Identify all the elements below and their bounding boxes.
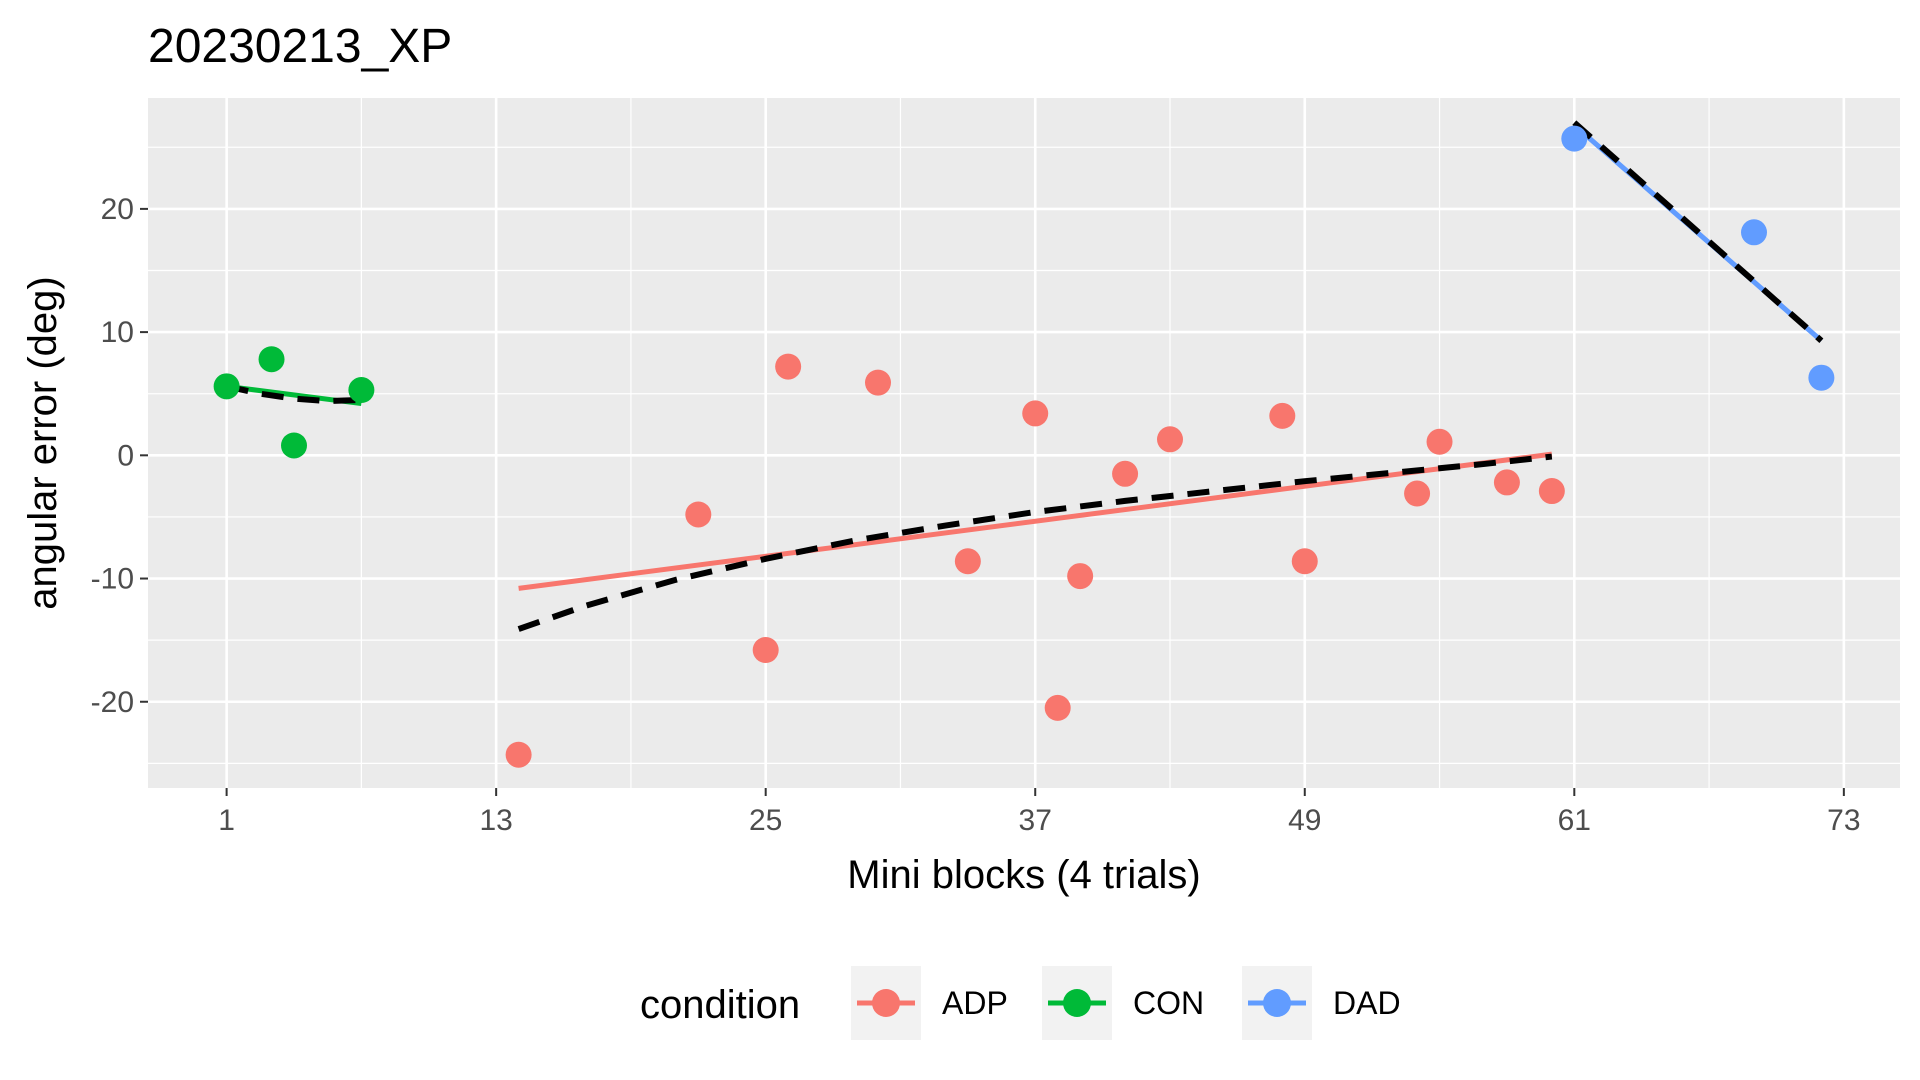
y-tick-label: 10 [101, 316, 134, 349]
point-adp [1291, 548, 1318, 575]
y-tick-label: -10 [91, 563, 134, 596]
point-dad [1561, 125, 1588, 152]
point-adp [1044, 694, 1071, 721]
dashed-fit-adp [517, 453, 1553, 632]
x-tick-label: 13 [479, 804, 512, 837]
dashed-fit-con [225, 383, 362, 405]
point-adp [1493, 469, 1520, 496]
y-tick-label: -20 [91, 686, 134, 719]
x-tick-label: 61 [1558, 804, 1591, 837]
grid-major [148, 98, 1900, 788]
data-points [213, 125, 1835, 768]
legend-point-con [1063, 989, 1091, 1017]
x-tick-label: 73 [1827, 804, 1860, 837]
legend-label-con: CON [1133, 985, 1204, 1021]
x-axis: 1 13 25 37 49 61 73 [218, 788, 1861, 837]
point-con [213, 373, 240, 400]
dashed-fit-dad [1572, 120, 1824, 343]
x-tick-label: 37 [1019, 804, 1052, 837]
point-adp [1067, 563, 1094, 590]
point-adp [865, 369, 891, 396]
point-adp [775, 353, 802, 380]
point-dad [1741, 219, 1767, 246]
point-con [348, 377, 375, 404]
y-axis-title: angular error (deg) [21, 276, 65, 610]
legend-label-adp: ADP [942, 985, 1008, 1021]
x-tick-label: 25 [749, 804, 782, 837]
point-adp [1269, 402, 1296, 429]
point-adp [1157, 426, 1183, 453]
y-tick-label: 0 [117, 439, 134, 472]
point-con [258, 346, 285, 373]
legend-point-adp [872, 989, 900, 1017]
point-con [281, 432, 307, 459]
legend: condition ADP CON DAD [640, 966, 1401, 1040]
legend-label-dad: DAD [1333, 985, 1401, 1021]
dashed-fit-lines [225, 120, 1824, 632]
point-adp [954, 548, 981, 575]
x-axis-title: Mini blocks (4 trials) [847, 853, 1200, 897]
y-tick-label: 20 [101, 193, 134, 226]
point-adp [1022, 400, 1049, 427]
legend-title: condition [640, 983, 800, 1027]
point-adp [505, 741, 532, 768]
x-tick-label: 1 [218, 804, 235, 837]
legend-point-dad [1263, 989, 1291, 1017]
point-dad [1808, 364, 1835, 391]
point-adp [1538, 478, 1565, 505]
y-axis: -20 -10 0 10 20 [91, 193, 148, 719]
chart-title: 20230213_XP [148, 20, 452, 73]
point-adp [1426, 428, 1453, 455]
point-adp [1112, 460, 1139, 487]
point-adp [752, 637, 779, 663]
plot-panel [148, 98, 1900, 788]
point-adp [685, 501, 712, 528]
x-tick-label: 49 [1288, 804, 1321, 837]
point-adp [1404, 480, 1431, 507]
